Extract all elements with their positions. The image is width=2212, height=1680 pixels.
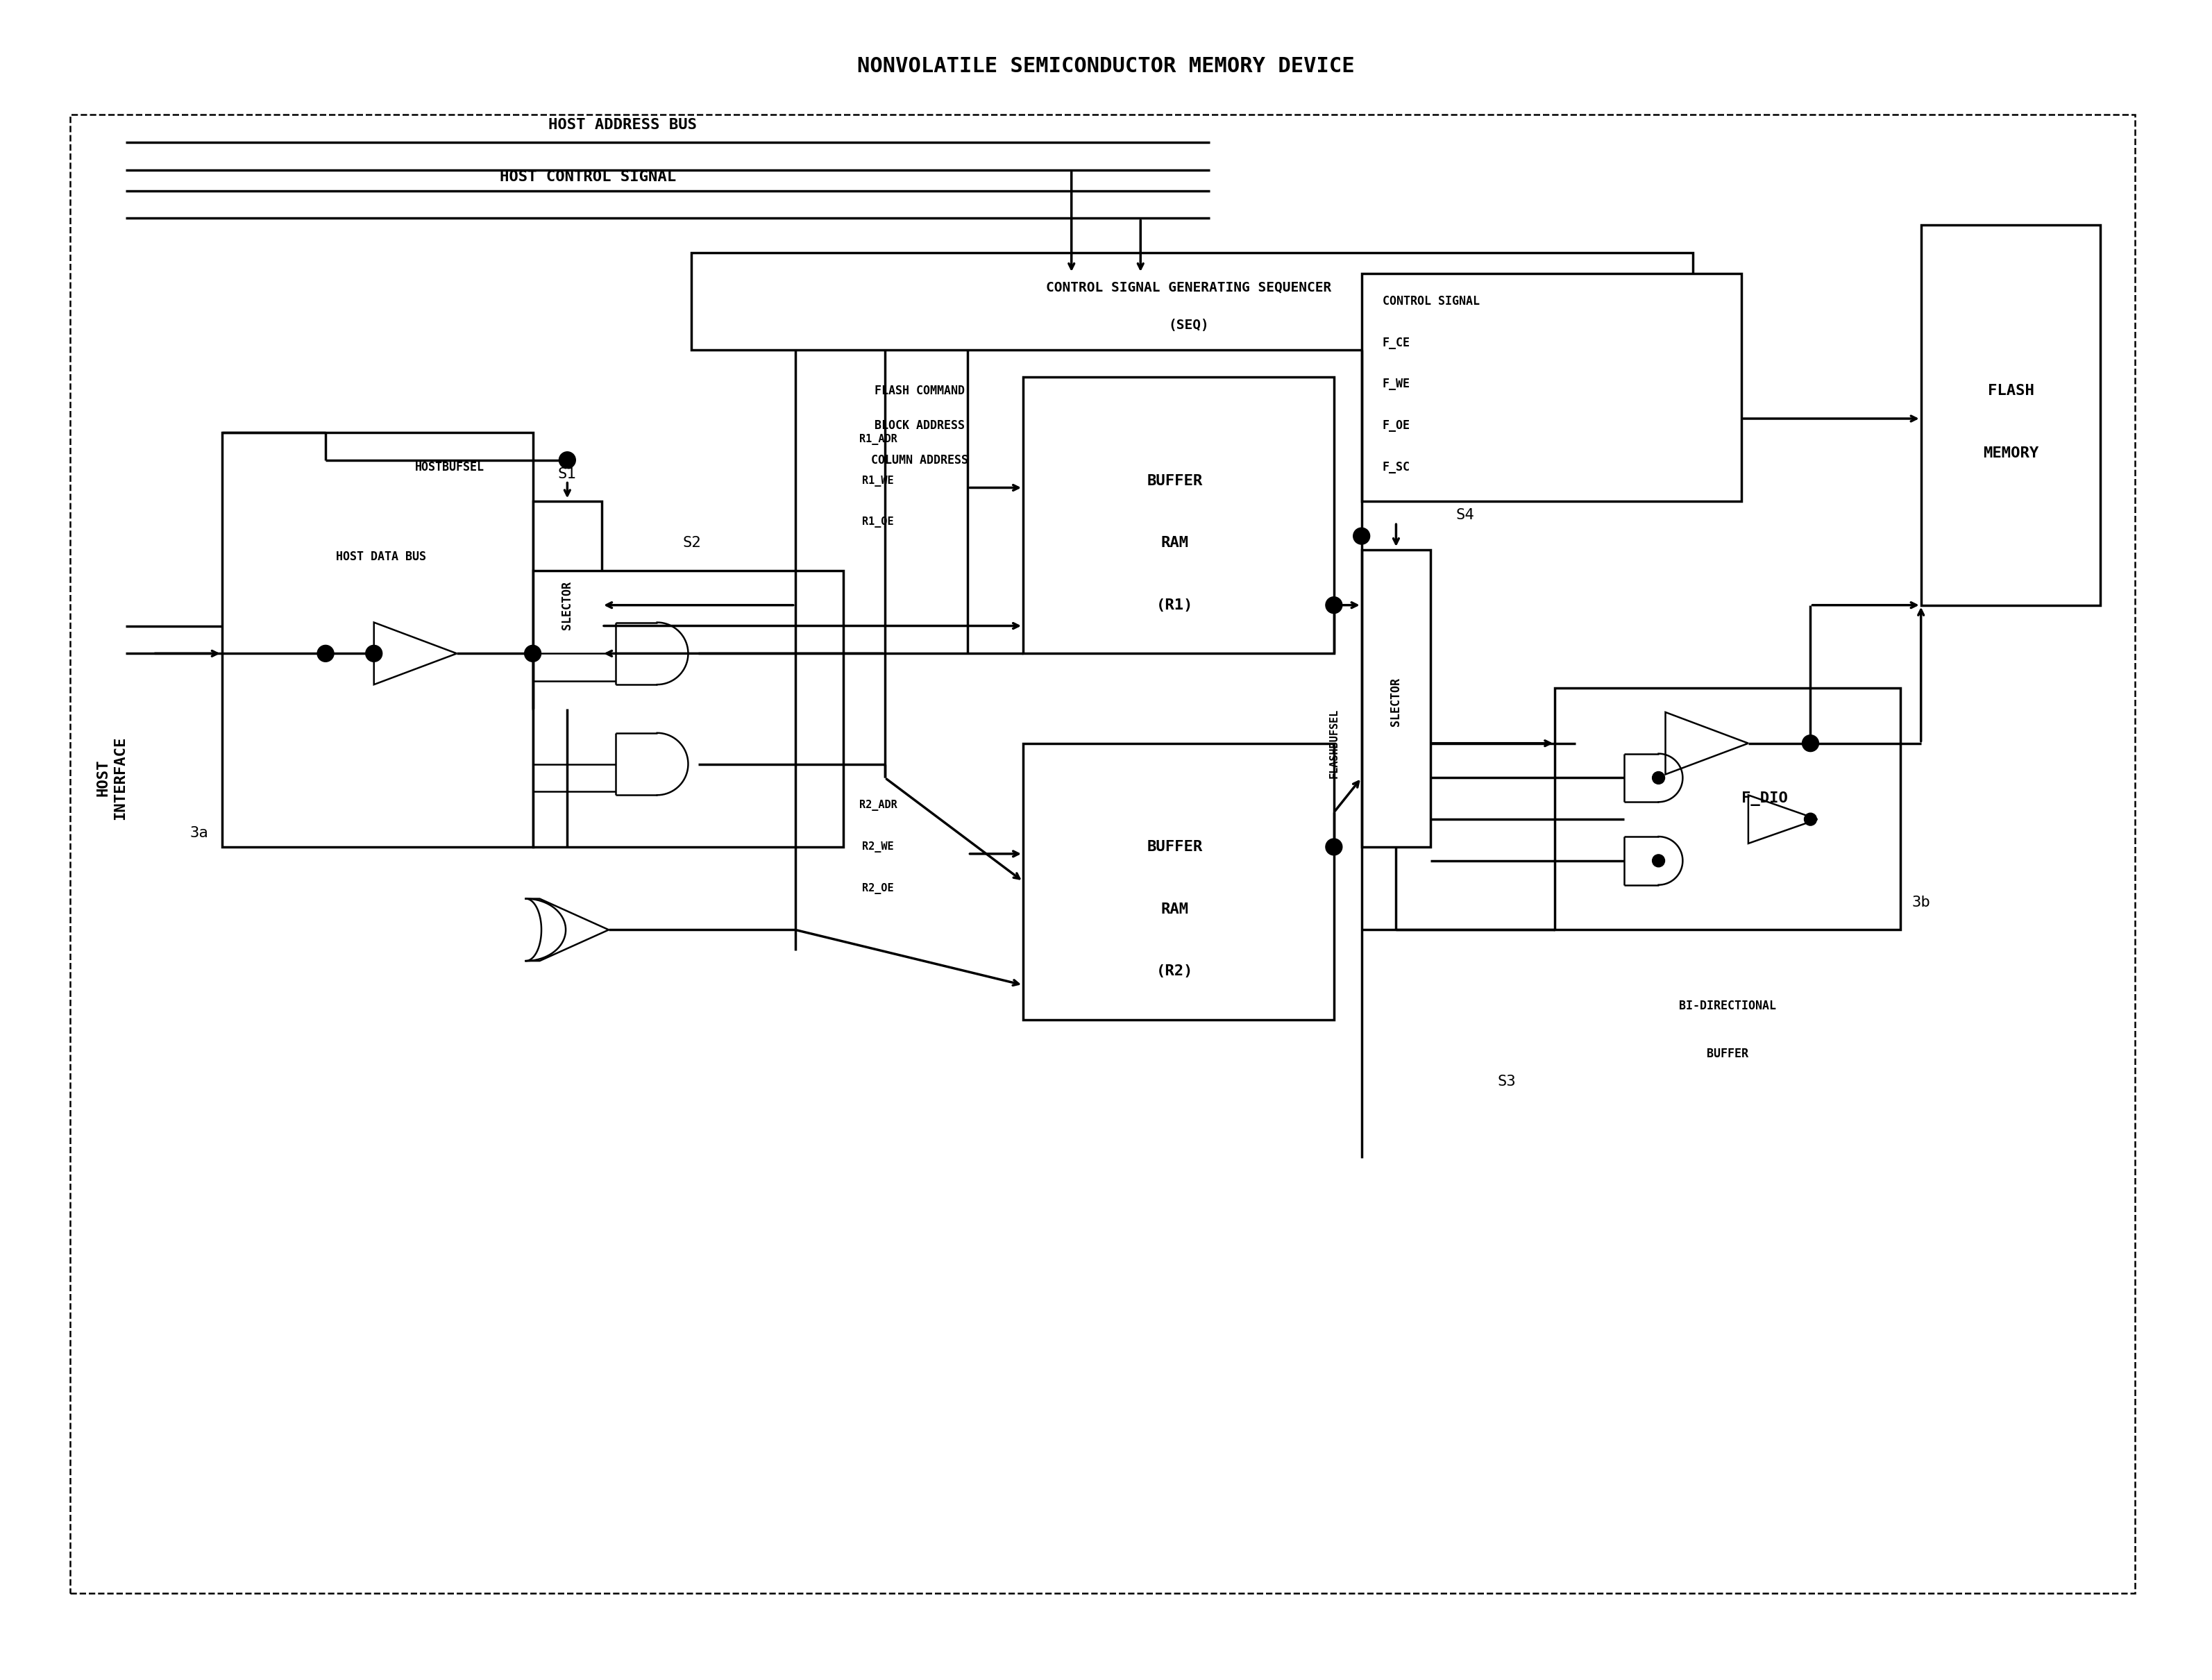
Text: 3a: 3a bbox=[190, 827, 208, 840]
Bar bbox=[533, 502, 602, 709]
Text: SLECTOR: SLECTOR bbox=[562, 581, 573, 630]
Text: HOST DATA BUS: HOST DATA BUS bbox=[336, 551, 427, 563]
Text: HOST ADDRESS BUS: HOST ADDRESS BUS bbox=[549, 118, 697, 133]
Circle shape bbox=[1652, 771, 1666, 785]
Text: BUFFER: BUFFER bbox=[1148, 474, 1203, 487]
Text: F_WE: F_WE bbox=[1382, 378, 1409, 390]
Text: CONTROL SIGNAL GENERATING SEQUENCER: CONTROL SIGNAL GENERATING SEQUENCER bbox=[1046, 281, 1332, 294]
Circle shape bbox=[524, 645, 542, 662]
Text: S3: S3 bbox=[1498, 1075, 1515, 1089]
Circle shape bbox=[560, 452, 575, 469]
Text: F_SC: F_SC bbox=[1382, 460, 1409, 474]
Text: RAM: RAM bbox=[1161, 902, 1190, 916]
Text: FLASH COMMAND: FLASH COMMAND bbox=[874, 385, 964, 396]
Circle shape bbox=[1652, 855, 1666, 867]
Bar bbox=[692, 252, 1692, 349]
Circle shape bbox=[365, 645, 383, 662]
Text: R2_WE: R2_WE bbox=[863, 842, 894, 852]
Text: R2_OE: R2_OE bbox=[863, 882, 894, 894]
Bar bbox=[1363, 549, 1431, 847]
Circle shape bbox=[1803, 734, 1818, 751]
Bar bbox=[71, 114, 2135, 1593]
Text: RAM: RAM bbox=[1161, 536, 1190, 549]
Text: BUFFER: BUFFER bbox=[1708, 1048, 1747, 1060]
Text: SLECTOR: SLECTOR bbox=[1389, 677, 1402, 726]
Circle shape bbox=[1325, 838, 1343, 855]
Bar bbox=[1024, 743, 1334, 1020]
Text: (SEQ): (SEQ) bbox=[1168, 319, 1210, 333]
Text: HOST CONTROL SIGNAL: HOST CONTROL SIGNAL bbox=[500, 170, 677, 183]
Text: S4: S4 bbox=[1455, 509, 1475, 522]
Text: R1_WE: R1_WE bbox=[863, 475, 894, 486]
Text: HOSTBUFSEL: HOSTBUFSEL bbox=[416, 460, 484, 474]
Text: (R2): (R2) bbox=[1157, 964, 1194, 978]
Text: CONTROL SIGNAL: CONTROL SIGNAL bbox=[1382, 296, 1480, 307]
Bar bbox=[1920, 225, 2101, 605]
Text: COLUMN ADDRESS: COLUMN ADDRESS bbox=[872, 454, 969, 467]
Text: F_CE: F_CE bbox=[1382, 336, 1409, 349]
Text: BLOCK ADDRESS: BLOCK ADDRESS bbox=[874, 420, 964, 432]
Text: F_OE: F_OE bbox=[1382, 420, 1409, 432]
Text: BUFFER: BUFFER bbox=[1148, 840, 1203, 853]
Text: S1: S1 bbox=[557, 467, 577, 480]
Circle shape bbox=[1805, 813, 1816, 825]
Text: FLASHBUFSEL: FLASHBUFSEL bbox=[1329, 709, 1338, 778]
Text: FLASH: FLASH bbox=[1989, 385, 2035, 398]
Text: HOST
INTERFACE: HOST INTERFACE bbox=[95, 736, 126, 820]
Bar bbox=[533, 571, 843, 847]
Text: R2_ADR: R2_ADR bbox=[858, 800, 898, 811]
Text: S2: S2 bbox=[681, 536, 701, 549]
Text: BI-DIRECTIONAL: BI-DIRECTIONAL bbox=[1679, 1000, 1776, 1011]
Text: 3b: 3b bbox=[1911, 895, 1931, 909]
Circle shape bbox=[316, 645, 334, 662]
Text: NONVOLATILE SEMICONDUCTOR MEMORY DEVICE: NONVOLATILE SEMICONDUCTOR MEMORY DEVICE bbox=[858, 55, 1354, 76]
Text: (R1): (R1) bbox=[1157, 598, 1194, 612]
Bar bbox=[1555, 689, 1900, 929]
Bar bbox=[1363, 274, 1741, 502]
Circle shape bbox=[1354, 528, 1369, 544]
Text: R1_ADR: R1_ADR bbox=[858, 433, 898, 445]
Text: MEMORY: MEMORY bbox=[1982, 447, 2039, 460]
Bar bbox=[1024, 378, 1334, 654]
Circle shape bbox=[1325, 596, 1343, 613]
Text: F_DIO: F_DIO bbox=[1741, 791, 1787, 806]
Bar bbox=[221, 432, 533, 847]
Text: R1_OE: R1_OE bbox=[863, 517, 894, 528]
